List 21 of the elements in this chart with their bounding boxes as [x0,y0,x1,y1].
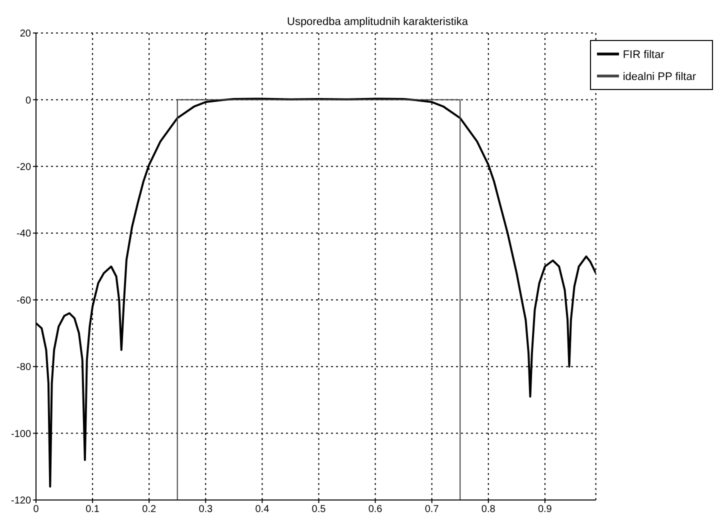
x-tick-label: 0.8 [481,504,496,513]
y-tick-label: -120 [10,496,32,507]
x-tick-label: 0.2 [142,504,156,513]
x-tick-label: 0.1 [86,504,100,513]
y-tick-label: -80 [16,362,32,374]
y-tick-label: -60 [16,295,32,306]
y-tick-label: -40 [16,228,32,240]
x-tick-label: 0.6 [368,504,383,513]
x-tick-label: 0.9 [538,504,552,513]
y-tick-label: -100 [10,428,32,440]
y-tick-label: 0 [25,95,32,106]
x-tick-label: 0 [33,504,40,513]
chart-title: Usporedba amplitudnih karakteristika [286,16,469,28]
x-tick-label: 0.3 [198,504,214,513]
x-tick-label: 0.4 [255,504,270,513]
x-tick-label: 0.7 [424,504,440,513]
legend-label: FIR filtar [622,49,664,62]
x-tick-label: 0.5 [312,504,326,513]
y-tick-label: -20 [16,162,32,173]
y-tick-label: 20 [20,28,32,40]
legend-label: idealni PP filtar [622,71,696,84]
